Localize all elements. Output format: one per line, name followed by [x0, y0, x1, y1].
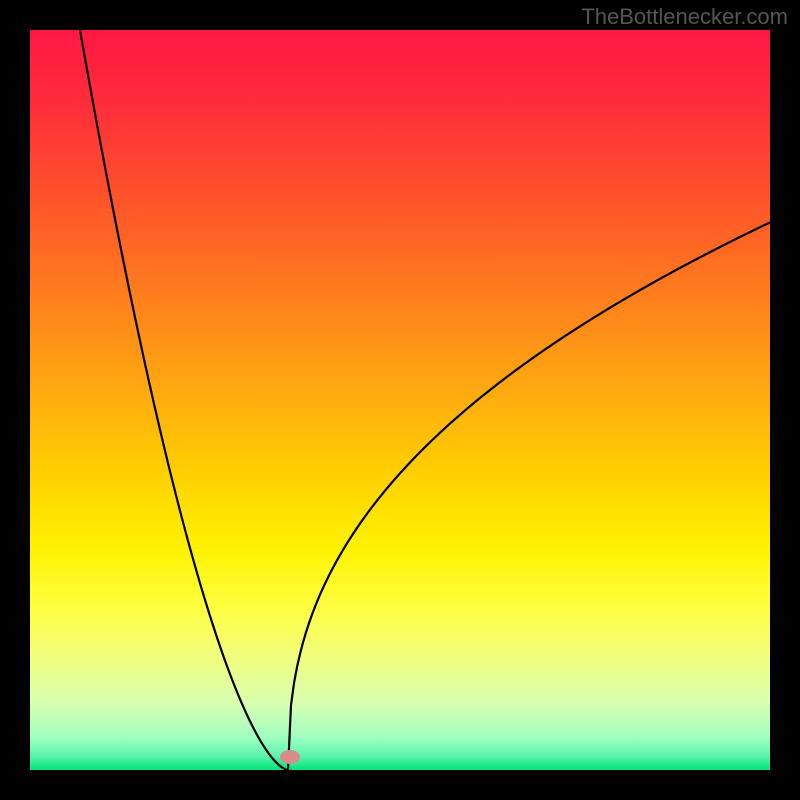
plot-background	[30, 30, 770, 770]
chart-container: TheBottlenecker.com	[0, 0, 800, 800]
bottleneck-chart	[0, 0, 800, 800]
watermark-text: TheBottlenecker.com	[581, 4, 788, 30]
minimum-marker	[280, 750, 300, 764]
